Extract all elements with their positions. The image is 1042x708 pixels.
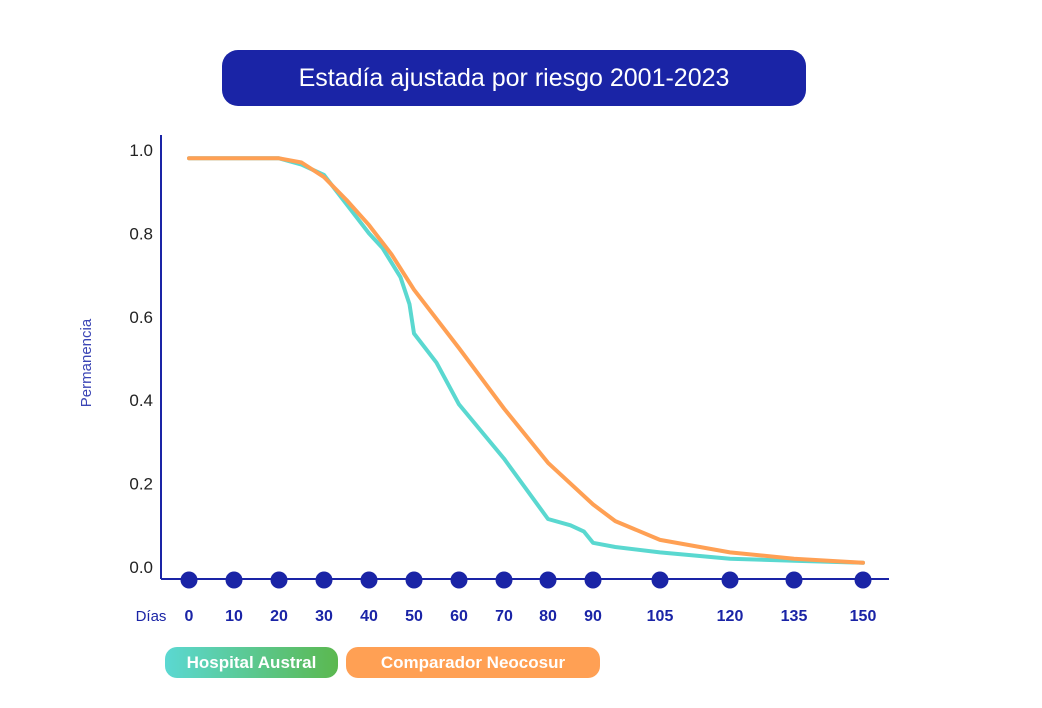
x-tick-marker	[360, 571, 378, 589]
x-tick-marker	[854, 571, 872, 589]
series-line-comparador-neocosur	[187, 156, 865, 565]
x-tick-label: 20	[270, 608, 288, 625]
x-tick-marker	[315, 571, 333, 589]
series-line-hospital-austral	[187, 156, 865, 565]
x-tick-label: 30	[315, 608, 333, 625]
legend-comparador-neocosur: Comparador Neocosur	[346, 647, 600, 678]
x-tick-marker	[405, 571, 423, 589]
legend-hospital-austral: Hospital Austral	[165, 647, 338, 678]
x-tick-marker	[539, 571, 557, 589]
x-tick-label: 135	[781, 608, 808, 625]
x-tick-marker	[721, 571, 739, 589]
x-tick-marker	[180, 571, 198, 589]
chart-title: Estadía ajustada por riesgo 2001-2023	[222, 50, 806, 106]
x-tick-label: 0	[185, 608, 194, 625]
x-tick-marker	[584, 571, 602, 589]
x-tick-label: 40	[360, 608, 378, 625]
x-tick-marker	[450, 571, 468, 589]
y-axis-label: Permanencia	[78, 318, 95, 407]
x-tick-label: 70	[495, 608, 513, 625]
x-tick-label: 50	[405, 608, 423, 625]
y-tick-label: 0.4	[129, 391, 153, 410]
x-tick-marker	[495, 571, 513, 589]
x-tick-label: 150	[850, 608, 877, 625]
x-tick-label: 60	[450, 608, 468, 625]
y-tick-label: 0.6	[129, 308, 153, 327]
x-tick-marker	[785, 571, 803, 589]
x-tick-marker	[651, 571, 669, 589]
x-tick-label: 120	[717, 608, 744, 625]
x-tick-label: 105	[647, 608, 674, 625]
x-tick-marker	[225, 571, 243, 589]
x-tick-label: 10	[225, 608, 243, 625]
x-axis-label: Días	[136, 608, 167, 625]
y-tick-label: 0.2	[129, 475, 153, 494]
x-tick-label: 80	[539, 608, 557, 625]
y-tick-label: 0.0	[129, 558, 153, 577]
x-tick-label: 90	[584, 608, 602, 625]
y-tick-label: 0.8	[129, 224, 153, 243]
x-tick-marker	[270, 571, 288, 589]
y-tick-label: 1.0	[129, 141, 153, 160]
